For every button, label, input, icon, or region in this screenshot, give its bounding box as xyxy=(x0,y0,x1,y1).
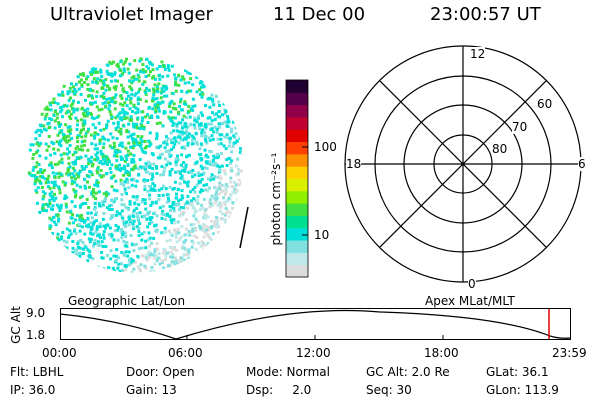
mlat-label-60: 60 xyxy=(537,97,553,111)
colorbar-unit-label: photon cm⁻²s⁻¹ xyxy=(269,152,283,246)
colorbar-band xyxy=(286,80,308,93)
colorbar-band xyxy=(286,264,308,278)
polar-grid xyxy=(344,45,582,283)
colorbar-tick-label-100: 100 xyxy=(314,140,337,154)
instrument-title: Ultraviolet Imager xyxy=(50,4,213,25)
colorbar-band xyxy=(286,203,308,216)
terminator-line xyxy=(239,206,249,249)
info-glon: GLon: 113.9 xyxy=(486,383,559,397)
strip-title-apex: Apex MLat/MLT xyxy=(425,294,515,308)
strip-x-tick-1800: 18:00 xyxy=(424,346,459,360)
info-gain: Gain: 13 xyxy=(126,383,177,397)
colorbar xyxy=(285,79,309,278)
info-seq: Seq: 30 xyxy=(366,383,412,397)
colorbar-band xyxy=(286,227,308,241)
colorbar-band xyxy=(286,252,308,266)
colorbar-band xyxy=(286,116,308,130)
altitude-curve xyxy=(60,309,571,340)
strip-y-tick-9: 9.0 xyxy=(26,306,46,320)
info-ip: IP: 36.0 xyxy=(10,383,56,397)
mlat-label-80: 80 xyxy=(492,142,508,156)
altitude-strip-plot xyxy=(60,308,571,340)
colorbar-tick-label-10: 10 xyxy=(314,228,330,242)
strip-x-tick-2359: 23:59 xyxy=(552,346,587,360)
strip-y-tick-1-8: 1.8 xyxy=(26,328,46,342)
info-gc-alt: GC Alt: 2.0 Re xyxy=(366,365,450,379)
time-label: 23:00:57 UT xyxy=(430,4,541,25)
colorbar-band xyxy=(286,141,308,155)
mlt-label-6: 6 xyxy=(578,157,586,171)
colorbar-gradient xyxy=(286,80,308,278)
strip-axis-label: GC Alt xyxy=(9,306,23,344)
colorbar-band xyxy=(286,215,308,229)
colorbar-band xyxy=(286,166,308,179)
uv-emission-image xyxy=(27,57,243,273)
colorbar-band xyxy=(286,92,308,106)
mlat-label-70: 70 xyxy=(512,120,528,134)
strip-x-tick-1200: 12:00 xyxy=(296,346,331,360)
info-flt: Flt: LBHL xyxy=(10,365,64,379)
colorbar-band xyxy=(286,240,308,253)
colorbar-band xyxy=(286,129,308,143)
colorbar-band xyxy=(286,178,308,192)
date-label: 11 Dec 00 xyxy=(273,4,366,25)
mlt-label-18: 18 xyxy=(346,157,362,171)
mlt-label-12: 12 xyxy=(470,47,486,61)
strip-x-tick-0600: 06:00 xyxy=(168,346,203,360)
info-door: Door: Open xyxy=(126,365,195,379)
info-mode: Mode: Normal xyxy=(246,365,330,379)
strip-title-geographic: Geographic Lat/Lon xyxy=(68,294,186,308)
uv-image-panel xyxy=(27,57,249,273)
info-glat: GLat: 36.1 xyxy=(486,365,549,379)
colorbar-band xyxy=(286,153,308,167)
info-dsp: Dsp: 2.0 xyxy=(246,383,312,397)
strip-x-tick-0000: 00:00 xyxy=(42,346,77,360)
colorbar-band xyxy=(286,104,308,118)
mlt-label-0: 0 xyxy=(468,277,476,291)
colorbar-band xyxy=(286,190,308,204)
